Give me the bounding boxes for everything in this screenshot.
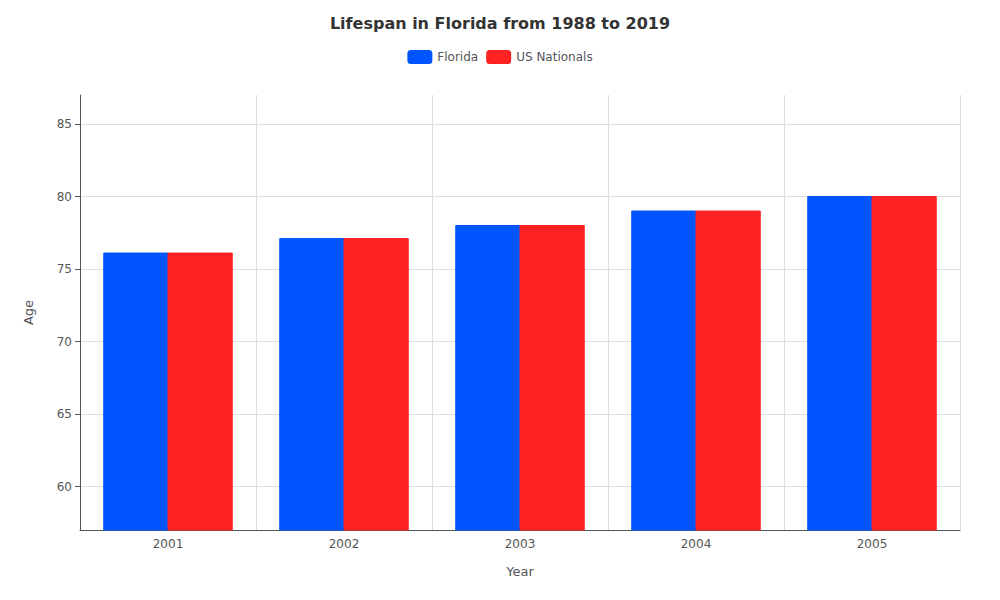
svg-text:US Nationals: US Nationals [516,50,592,64]
svg-text:Lifespan in Florida from 1988: Lifespan in Florida from 1988 to 2019 [330,14,670,33]
svg-text:85: 85 [57,117,72,131]
svg-text:Year: Year [505,564,534,579]
svg-text:Florida: Florida [437,50,478,64]
svg-text:2005: 2005 [857,537,888,551]
svg-text:75: 75 [57,262,72,276]
svg-text:2002: 2002 [329,537,360,551]
svg-text:Age: Age [21,300,36,325]
svg-text:2001: 2001 [153,537,184,551]
svg-text:80: 80 [57,190,72,204]
svg-text:60: 60 [57,480,72,494]
svg-text:70: 70 [57,335,72,349]
svg-text:2003: 2003 [505,537,536,551]
svg-text:65: 65 [57,407,72,421]
svg-text:2004: 2004 [681,537,712,551]
